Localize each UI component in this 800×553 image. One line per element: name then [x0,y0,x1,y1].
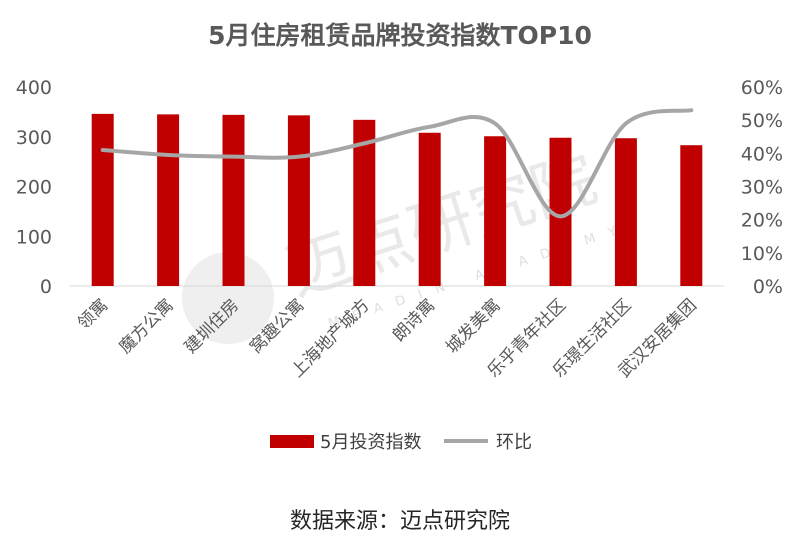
left-tick-label: 100 [16,226,52,248]
line-series [100,108,694,219]
chart-title: 5月住房租赁品牌投资指数TOP10 [208,21,592,50]
right-tick-label: 60% [741,77,783,99]
right-tick-label: 0% [753,276,783,298]
bar [418,132,441,286]
right-axis-ticks: 0% 10% 20% 30% 40% 50% 60% [741,77,783,298]
legend-line-label: 环比 [496,432,532,453]
right-tick-label: 20% [741,210,783,232]
line-path [100,108,694,219]
bar [680,145,703,286]
bar [222,114,245,286]
bar [614,138,637,286]
left-tick-label: 200 [16,177,52,199]
right-tick-label: 50% [741,110,783,132]
left-tick-label: 0 [40,276,52,298]
category-label: 领寓 [74,295,112,333]
watermark-logo-icon [182,252,274,344]
right-tick-label: 30% [741,177,783,199]
bar [549,137,572,286]
left-tick-label: 400 [16,77,52,99]
left-axis-ticks: 0 100 200 300 400 [16,77,52,298]
legend-bar-label: 5月投资指数 [320,432,421,453]
category-label: 城发美寓 [442,295,504,357]
right-tick-label: 40% [741,143,783,165]
bar [287,115,310,286]
bar [91,113,114,287]
legend: 5月投资指数 环比 [270,432,532,453]
left-tick-label: 300 [16,127,52,149]
bar [157,114,180,286]
category-label: 魔方公寓 [115,295,177,357]
legend-bar-swatch [270,435,314,448]
source-note: 数据来源：迈点研究院 [290,509,510,534]
bar [353,119,376,287]
right-tick-label: 10% [741,243,783,265]
bar [484,136,507,286]
